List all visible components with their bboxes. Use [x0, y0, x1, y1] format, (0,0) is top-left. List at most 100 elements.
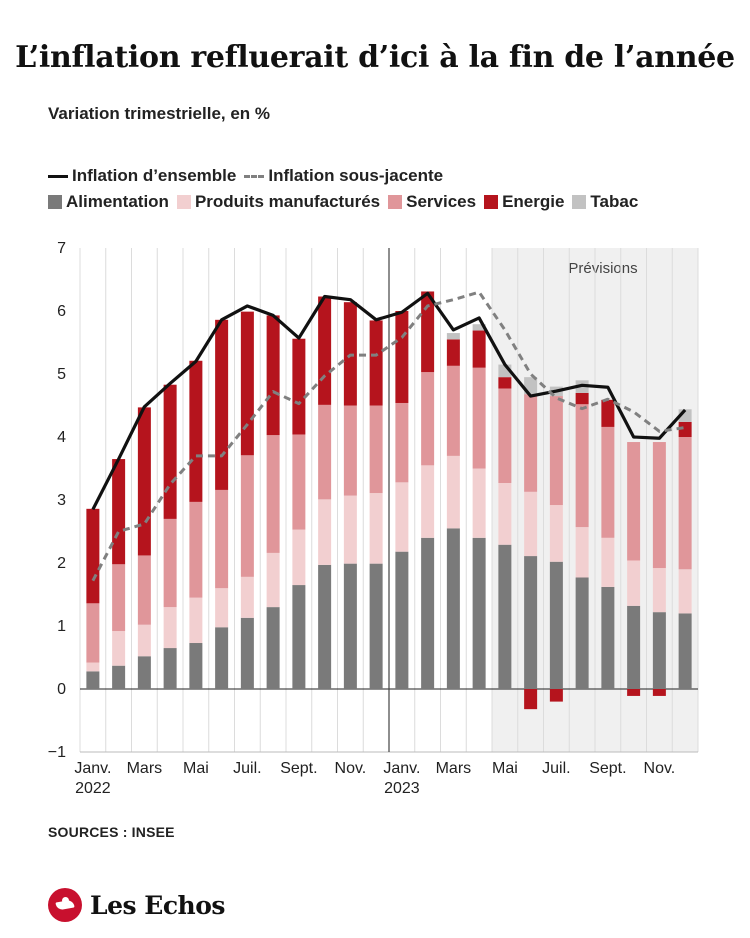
legend-item-energie: Energie — [484, 192, 564, 212]
bar-segment-alimentation — [575, 577, 589, 689]
bar-segment-alimentation — [318, 564, 332, 689]
bar-segment-energie — [498, 377, 512, 389]
bar-segment-alimentation — [189, 643, 203, 689]
x-tick-label: Janv. — [74, 760, 111, 777]
bar-segment-services — [421, 372, 435, 466]
bar-segment-alimentation — [446, 528, 460, 689]
swatch-alimentation-icon — [48, 195, 62, 209]
bar-segment-alimentation — [652, 612, 666, 689]
bar-segment-services — [343, 405, 357, 496]
bar-segment-produits-manufactures — [549, 505, 563, 562]
bar-segment-produits-manufactures — [240, 576, 254, 618]
bar-segment-energie — [524, 689, 538, 710]
bar-segment-produits-manufactures — [421, 465, 435, 538]
bar-segment-services — [549, 396, 563, 506]
bar-segment-energie — [627, 689, 641, 696]
bar-segment-services — [678, 437, 692, 570]
bar-segment-services — [189, 501, 203, 598]
bar-segment-energie — [369, 320, 383, 406]
bar-segment-produits-manufactures — [472, 468, 486, 538]
swatch-energie-icon — [484, 195, 499, 209]
bar-segment-energie — [318, 296, 332, 405]
legend-label-tabac: Tabac — [590, 192, 639, 211]
bar-segment-produits-manufactures — [652, 568, 666, 613]
bar-segment-energie — [652, 689, 666, 696]
bar-segment-produits-manufactures — [446, 455, 460, 529]
x-tick-year-label: 2022 — [75, 780, 111, 797]
bar-segment-produits-manufactures — [575, 527, 589, 578]
y-tick-label: 4 — [57, 429, 66, 446]
y-tick-label: −1 — [48, 744, 66, 761]
bar-segment-tabac — [472, 324, 486, 331]
bar-segment-produits-manufactures — [86, 662, 100, 672]
legend-row-bars: Alimentation Produits manufacturés Servi… — [48, 192, 646, 212]
bar-segment-services — [215, 489, 229, 589]
bar-segment-energie — [472, 330, 486, 368]
bar-segment-alimentation — [498, 544, 512, 689]
bar-segment-alimentation — [215, 627, 229, 689]
stacked-bar-chart: Prévisions −1 0 1 2 3 4 5 6 7 Janv. 2022 Mars Mai Juil… — [48, 240, 699, 797]
x-tick-label: Janv. — [383, 760, 420, 777]
bar-segment-services — [627, 442, 641, 561]
legend-row-lines: Inflation d’ensemble Inflation sous-jace… — [48, 166, 451, 186]
bar-segment-energie — [601, 399, 615, 427]
y-tick-label: 0 — [57, 681, 66, 698]
bar-segment-produits-manufactures — [163, 607, 177, 649]
swatch-services-icon — [388, 195, 403, 209]
swatch-tabac-icon — [572, 195, 587, 209]
bar-segment-alimentation — [240, 617, 254, 689]
solid-line-icon — [48, 174, 68, 178]
x-tick-label: Sept. — [280, 760, 317, 777]
legend-item-produits-manufactures: Produits manufacturés — [176, 192, 380, 212]
bar-segment-produits-manufactures — [601, 537, 615, 587]
bar-segment-alimentation — [86, 671, 100, 689]
source-note: SOURCES : INSEE — [48, 824, 175, 840]
bar-segment-services — [601, 426, 615, 538]
bar-segment-services — [369, 405, 383, 494]
bar-segment-alimentation — [472, 537, 486, 689]
x-tick-label: Sept. — [589, 760, 626, 777]
brand-logo: Les Echos — [48, 888, 225, 922]
bar-segment-services — [446, 365, 460, 456]
bar-segment-energie — [395, 311, 409, 403]
series-line-inflation-sous-jacente — [91, 290, 686, 582]
y-tick-label: 6 — [57, 303, 66, 320]
bar-segment-alimentation — [395, 551, 409, 689]
x-tick-label: Nov. — [644, 760, 676, 777]
bar-segment-services — [163, 518, 177, 608]
bar-segment-services — [652, 442, 666, 569]
bar-segment-alimentation — [601, 586, 615, 689]
bar-segment-services — [395, 402, 409, 483]
y-tick-label: 7 — [57, 240, 66, 257]
bar-segment-alimentation — [163, 648, 177, 689]
legend-label-energie: Energie — [502, 192, 565, 211]
legend-label-inflation-sous-jacente: Inflation sous-jacente — [268, 166, 444, 185]
legend-label-inflation-ensemble: Inflation d’ensemble — [72, 166, 237, 185]
bar-segment-energie — [292, 338, 306, 435]
x-tick-label: Mars — [436, 760, 472, 777]
bar-segment-services — [524, 394, 538, 492]
bar-segment-produits-manufactures — [395, 482, 409, 552]
brand-name: Les Echos — [90, 890, 225, 920]
series-line-inflation-ensemble — [91, 291, 687, 511]
legend-label-alimentation: Alimentation — [66, 192, 169, 211]
bar-segment-energie — [189, 360, 203, 502]
y-tick-label: 3 — [57, 492, 66, 509]
bar-segment-energie — [421, 291, 435, 373]
bar-segment-produits-manufactures — [266, 552, 280, 608]
y-tick-label: 5 — [57, 366, 66, 383]
bar-segment-services — [498, 388, 512, 483]
y-tick-label: 2 — [57, 555, 66, 572]
legend-item-services: Services — [388, 192, 476, 212]
x-tick-label: Mai — [183, 760, 209, 777]
swatch-produits-manufactures-icon — [176, 195, 191, 209]
chart-title: L’inflation refluerait d’ici à la fin de… — [15, 40, 735, 75]
bar-segment-energie — [549, 689, 563, 702]
legend-item-alimentation: Alimentation — [48, 192, 169, 212]
bar-segment-energie — [112, 459, 126, 565]
bar-segment-alimentation — [137, 656, 151, 689]
bar-segment-services — [86, 603, 100, 663]
bar-segment-services — [240, 455, 254, 577]
bar-segment-alimentation — [343, 563, 357, 689]
x-tick-label: Nov. — [335, 760, 367, 777]
